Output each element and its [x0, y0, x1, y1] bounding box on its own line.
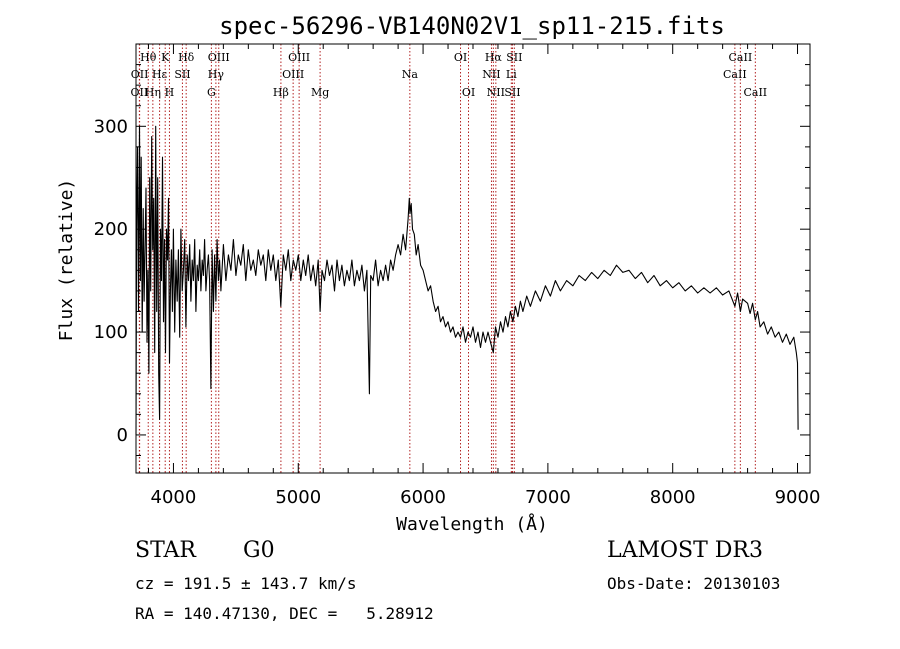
line-marker-label: Li [506, 68, 517, 81]
x-axis: 4000 5000 6000 7000 8000 9000 [147, 44, 821, 508]
line-marker-label: Hη [145, 86, 161, 99]
line-marker-label: Hα [485, 51, 503, 64]
y-tick-label: 100 [94, 322, 128, 343]
line-marker-label: Hε [152, 68, 168, 81]
spectrum-series-line [135, 125, 799, 435]
line-marker-label: OIII [288, 51, 310, 64]
line-marker-label: SII [504, 86, 520, 99]
line-marker-label: SII [174, 68, 190, 81]
line-marker-label: OI [454, 51, 467, 64]
line-marker-label: SII [506, 51, 522, 64]
line-marker-label: OIII [282, 68, 304, 81]
y-axis: 0 100 200 300 [94, 64, 810, 457]
emission-line-labels: OII OII Hθ Hη Hε K H SII Hδ G Hγ OIII Hβ OIII OIII Mg Na… [131, 51, 768, 99]
line-marker-label: Hβ [273, 86, 289, 99]
plot-frame [135, 43, 811, 474]
x-tick-label: 8000 [650, 487, 696, 508]
x-tick-label: 5000 [275, 487, 321, 508]
observation-date: Obs-Date: 20130103 [607, 574, 781, 593]
y-tick-label: 200 [94, 219, 128, 240]
chart-title: spec-56296-VB140N02V1_sp11-215.fits [219, 12, 725, 40]
survey-name: LAMOST DR3 [607, 538, 763, 563]
x-tick-label: 6000 [400, 487, 446, 508]
x-tick-label: 4000 [151, 487, 197, 508]
line-marker-label: NII [482, 68, 500, 81]
x-tick-label: 7000 [525, 487, 571, 508]
y-axis-label: Flux (relative) [56, 179, 77, 342]
line-marker-label: G [207, 86, 216, 99]
y-tick-label: 0 [117, 425, 128, 446]
y-tick-label: 300 [94, 116, 128, 137]
redshift-velocity: cz = 191.5 ± 143.7 km/s [135, 574, 357, 593]
line-marker-label: NII [487, 86, 505, 99]
line-marker-label: K [161, 51, 170, 64]
object-subclass: G0 [243, 538, 275, 563]
x-tick-label: 9000 [775, 487, 821, 508]
line-marker-label: CaII [729, 51, 753, 64]
line-marker-label: OIII [208, 51, 230, 64]
line-marker-label: CaII [723, 68, 747, 81]
line-marker-label: Hγ [208, 68, 225, 81]
sky-coordinates: RA = 140.47130, DEC = 5.28912 [135, 604, 434, 623]
line-marker-label: Mg [311, 86, 329, 99]
line-marker-label: Hθ [140, 51, 157, 64]
series-layer [135, 125, 799, 435]
line-marker-label: OII [131, 68, 149, 81]
x-axis-label: Wavelength (Å) [396, 513, 548, 535]
line-marker-label: OI [462, 86, 475, 99]
line-marker-label: Na [402, 68, 419, 81]
line-marker-label: CaII [743, 86, 767, 99]
line-marker-label: OII [131, 86, 149, 99]
object-class: STAR [135, 538, 196, 563]
line-marker-label: Hδ [178, 51, 195, 64]
line-marker-label: H [165, 86, 175, 99]
